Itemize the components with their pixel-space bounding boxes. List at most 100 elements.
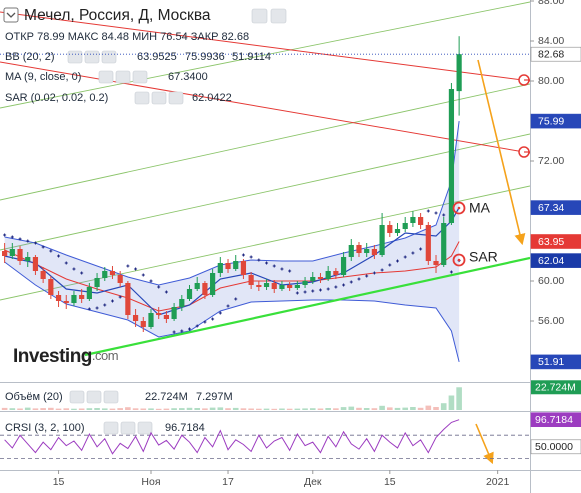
logo-brand: Investing [13, 346, 92, 367]
candle-body [256, 285, 262, 287]
icon[interactable] [84, 50, 100, 64]
candle-body [448, 89, 455, 223]
volume-bar [333, 408, 339, 410]
volume-tag-label: 22.724M [535, 382, 576, 394]
candle-body [310, 277, 316, 281]
icon[interactable] [86, 390, 102, 404]
candle-body [418, 217, 424, 225]
sar-point [380, 268, 384, 272]
candle-body [263, 283, 270, 287]
x-tick-label: Ноя [141, 476, 160, 488]
candle-body [387, 225, 393, 233]
volume-bar [363, 408, 370, 410]
icon[interactable] [120, 421, 136, 435]
sar-point [3, 233, 7, 237]
sar-point [403, 255, 407, 259]
sar-point [449, 270, 453, 274]
crsi-tag-label: 96.7184 [535, 414, 573, 426]
volume-bar [32, 408, 39, 410]
sar-point [426, 209, 430, 213]
candle-body [86, 287, 92, 299]
sar-point [211, 317, 215, 321]
price-tag-label: 63.95 [538, 236, 564, 248]
volume-bar [279, 408, 285, 410]
sar-point [265, 261, 269, 265]
candle-body [340, 257, 347, 275]
ohlc-label: МИН [132, 31, 157, 43]
sar-point [257, 258, 261, 262]
sar-point [57, 254, 61, 258]
sar-point [303, 290, 307, 294]
candle-body [63, 301, 69, 303]
candle-body [410, 217, 416, 223]
ohlc-label: МАКС [68, 31, 99, 43]
sar-point [103, 303, 107, 307]
icon[interactable] [137, 421, 153, 435]
candle-body [248, 275, 254, 285]
sar-point [326, 287, 330, 291]
annotation-ma: MA [469, 200, 491, 216]
volume-name: Объём (20) [5, 391, 63, 403]
volume-bar [225, 408, 231, 410]
candle-body [425, 225, 431, 261]
price-tag [530, 234, 581, 249]
indicator-value: 67.3400 [168, 71, 208, 83]
volume-bar [263, 408, 270, 410]
sar-point [334, 285, 338, 289]
collapse-button[interactable] [3, 7, 19, 23]
volume-bar [456, 387, 462, 410]
volume-bar [240, 408, 247, 410]
price-tag-label: 75.99 [538, 115, 564, 127]
ohlc-row: ОТКР 78.99 МАКС 84.48 МИН 76.54 ЗАКР 82.… [5, 31, 249, 43]
sar-point [149, 279, 153, 283]
volume-value: 7.297M [196, 391, 233, 403]
settings-button[interactable] [251, 8, 268, 24]
sar-point [411, 251, 415, 255]
icon[interactable] [134, 91, 150, 105]
sar-point [72, 267, 76, 271]
indicator-value: 51.9114 [232, 51, 271, 63]
volume-bar [71, 408, 77, 410]
icon[interactable] [151, 91, 167, 105]
candle-body [40, 271, 46, 279]
icon[interactable] [115, 70, 131, 84]
price-tag-label: 51.91 [538, 356, 564, 368]
indicator-value: 63.9525 [137, 51, 177, 63]
price-tag [530, 200, 581, 215]
icon[interactable] [132, 70, 148, 84]
sar-point [49, 249, 53, 253]
volume-bar [17, 408, 23, 410]
ohlc-value: 84.48 [101, 31, 129, 43]
candle-body [271, 283, 277, 289]
annotation-sar: SAR [469, 249, 498, 265]
sar-point [349, 280, 353, 284]
icon[interactable] [103, 390, 119, 404]
candle-body [117, 275, 123, 283]
drawings [0, 1, 530, 301]
volume-bar [294, 408, 301, 410]
volume-bar [256, 408, 262, 410]
sar-point [249, 255, 253, 259]
volume-bar [86, 408, 93, 410]
icon[interactable] [69, 390, 85, 404]
volume-bar [448, 395, 455, 410]
sar-point [188, 327, 192, 331]
icon[interactable] [67, 50, 83, 64]
candle-body [9, 249, 15, 256]
sar-point [218, 311, 222, 315]
icon[interactable] [101, 50, 117, 64]
sar-point [396, 259, 399, 263]
drawings-top [84, 59, 530, 357]
icon[interactable] [168, 91, 184, 105]
sar-point [318, 288, 322, 292]
price-tag [530, 354, 581, 370]
volume-bar [94, 408, 100, 410]
icon[interactable] [98, 70, 114, 84]
icon[interactable] [103, 421, 119, 435]
candle-body [163, 315, 169, 319]
x-tick-label: 17 [222, 476, 234, 488]
candle-body [17, 249, 23, 261]
arrow [477, 59, 526, 246]
candle-body [48, 279, 54, 295]
visibility-button[interactable] [270, 8, 287, 24]
